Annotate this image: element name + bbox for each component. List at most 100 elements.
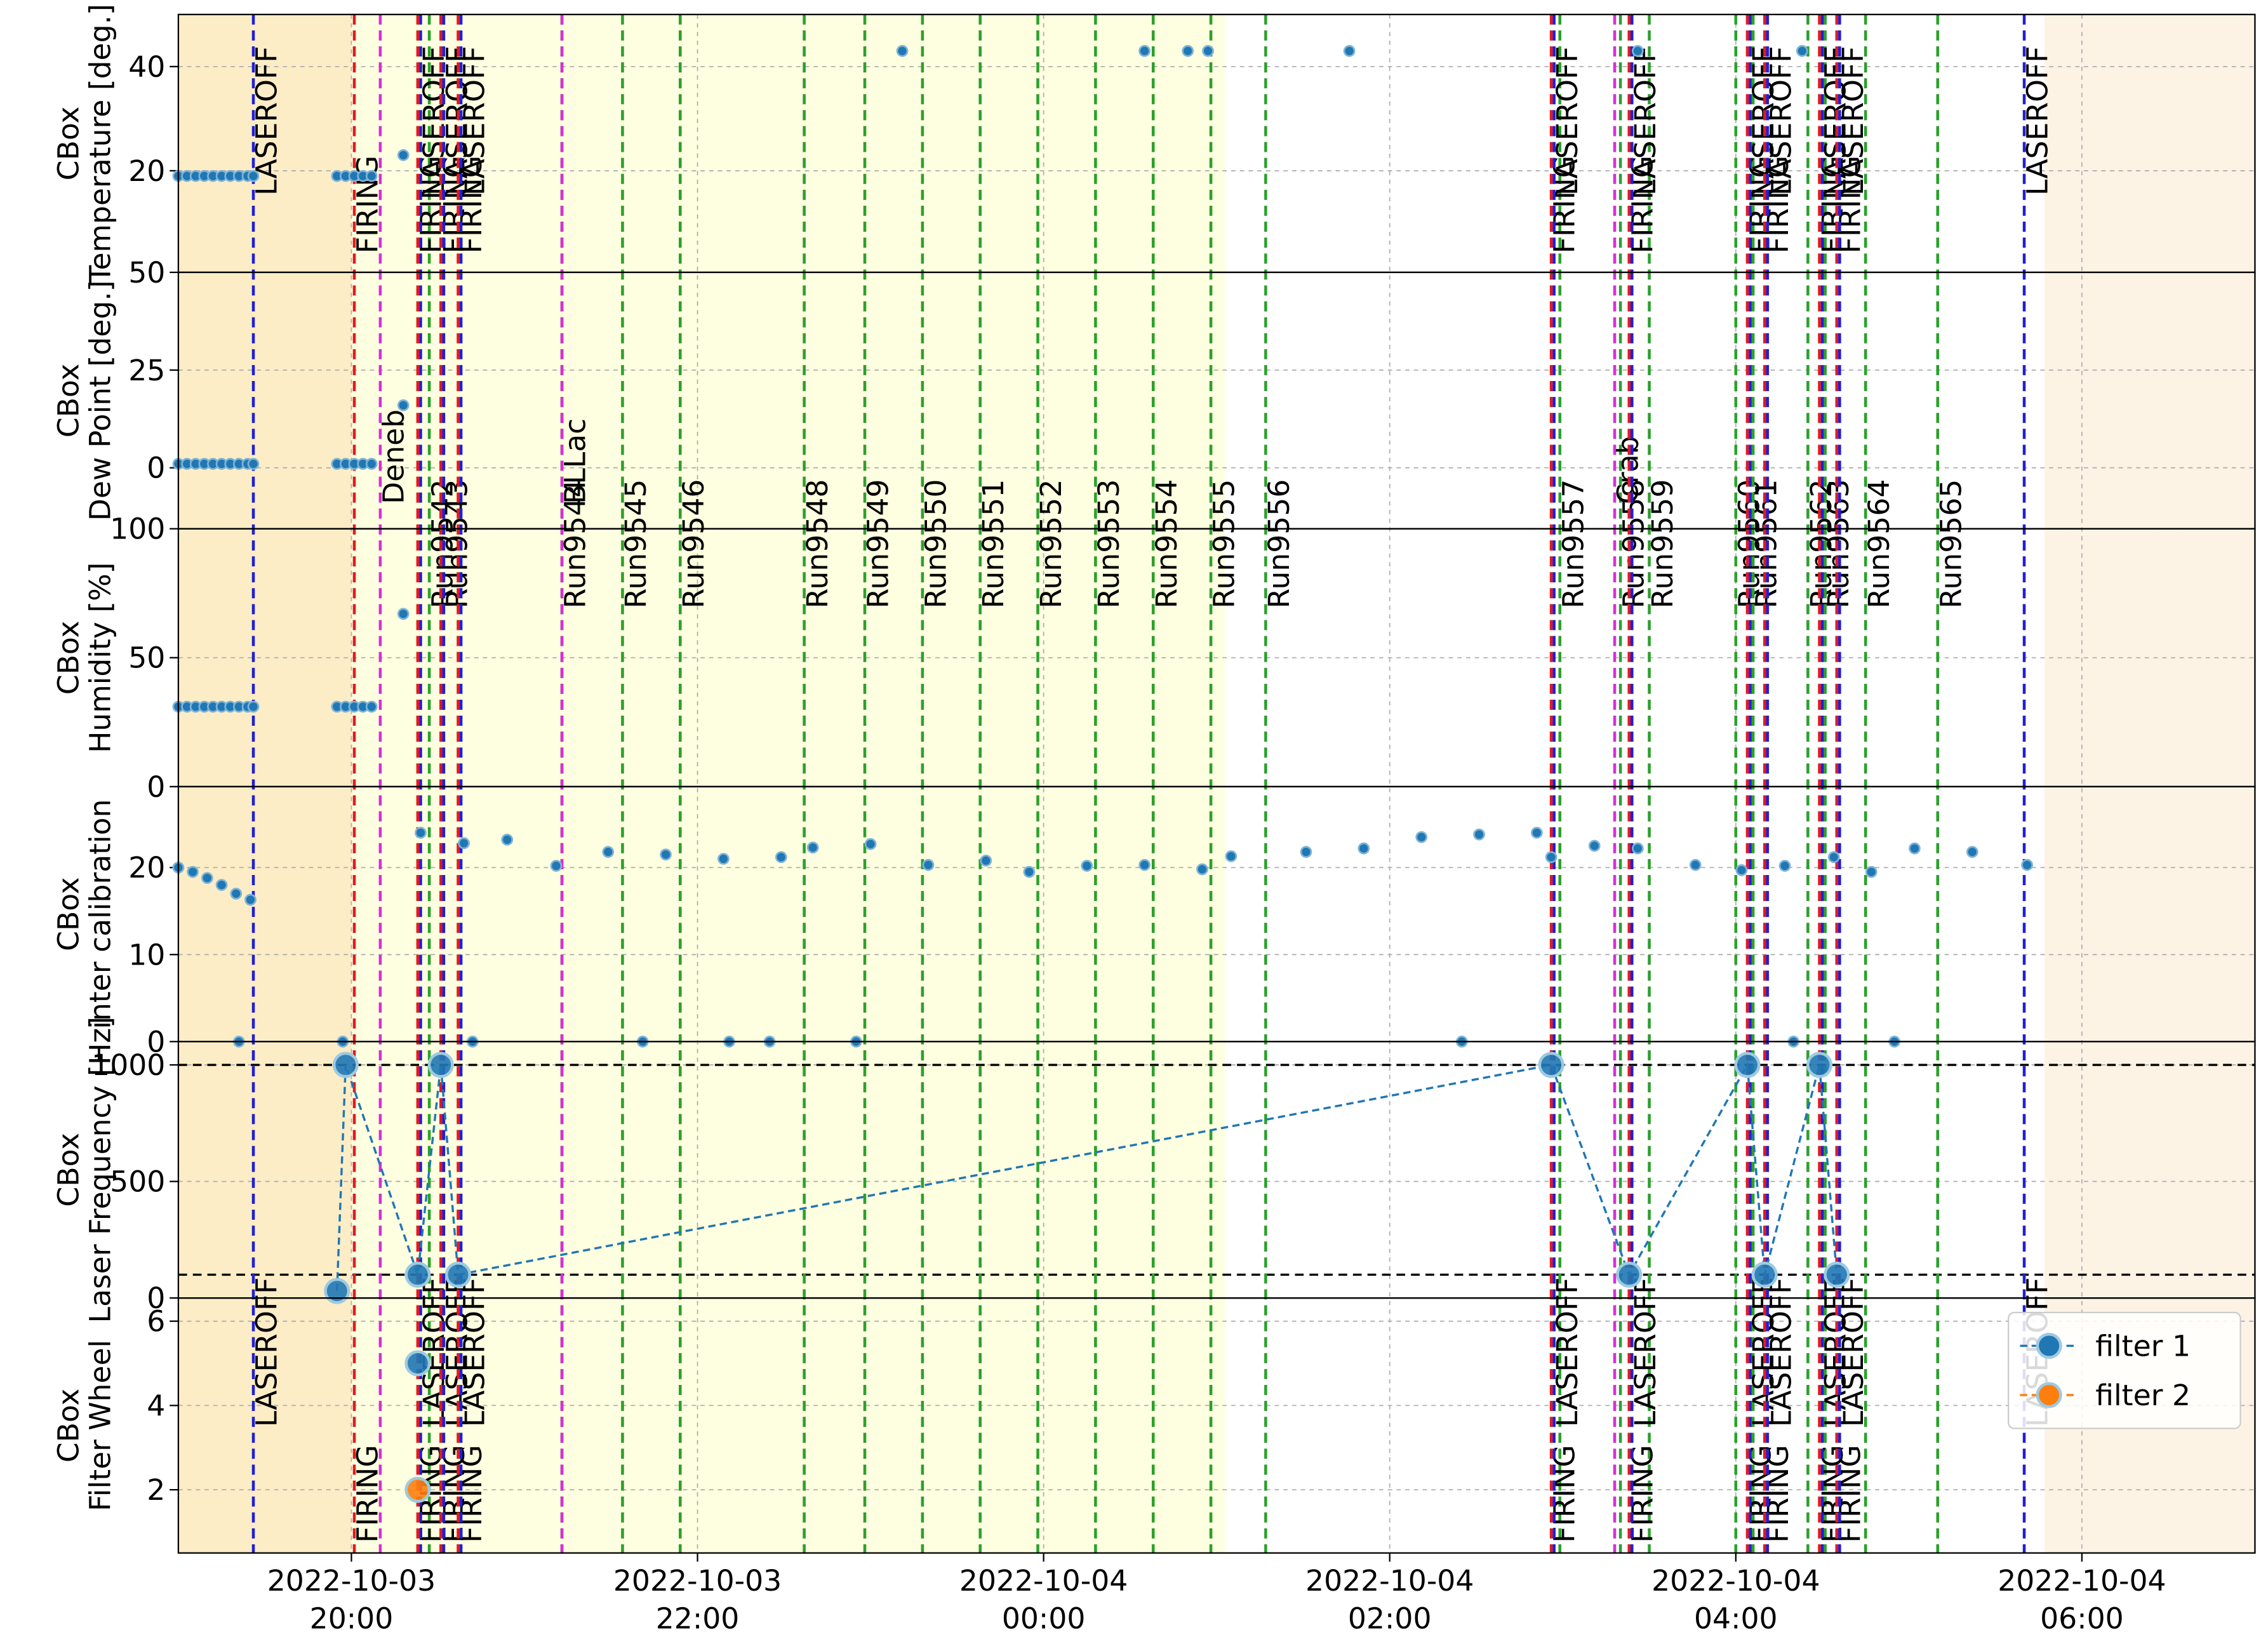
data-point [332, 1052, 359, 1078]
laser-event-label: FIRING [455, 156, 488, 253]
data-point [215, 879, 228, 892]
run-label: Run9555 [1208, 479, 1241, 609]
data-point [1357, 842, 1370, 855]
laser-event-label: LASEROFF [1551, 46, 1584, 196]
data-point [660, 848, 672, 861]
y-tick-label: 0 [147, 451, 165, 485]
data-point [1778, 860, 1791, 872]
source-label: Deneb [377, 410, 410, 504]
data-point [247, 170, 260, 182]
y-tick-label: 2 [147, 1473, 165, 1507]
data-point [1473, 828, 1485, 841]
laser-event-label: FIRING [1761, 1445, 1795, 1542]
data-point [1796, 44, 1808, 57]
run-label: Run9546 [677, 479, 710, 609]
laser-event-label: FIRING [1744, 156, 1778, 253]
data-point [427, 1052, 454, 1078]
data-point [1225, 850, 1237, 862]
data-point [404, 1476, 431, 1503]
data-point [365, 170, 378, 182]
x-tick-label: 22:00 [656, 1601, 740, 1635]
laser-event-label: FIRING [1744, 1445, 1778, 1542]
y-tick-label: 1000 [91, 1048, 165, 1082]
data-point [415, 827, 427, 839]
legend-marker [2036, 1382, 2062, 1408]
data-point [404, 1261, 431, 1288]
data-point [1616, 1261, 1643, 1288]
data-point [1202, 44, 1214, 57]
legend-label: filter 2 [2095, 1379, 2191, 1412]
source-label: BLLac [559, 418, 592, 504]
laser-event-label: FIRING [437, 156, 471, 253]
data-point [1806, 1052, 1833, 1078]
data-point [444, 1261, 472, 1288]
run-label: Run9564 [1862, 479, 1896, 609]
laser-event-label: FIRING [1833, 1445, 1867, 1542]
x-tick-label: 2022-10-04 [1651, 1564, 1820, 1598]
data-point [397, 399, 410, 411]
run-label: Run9551 [977, 479, 1010, 609]
laser-event-label: FIRING [1833, 156, 1867, 253]
data-point [1966, 846, 1978, 858]
data-point [324, 1278, 350, 1304]
x-tick-label: 2022-10-03 [267, 1564, 436, 1598]
y-tick-label: 50 [128, 641, 165, 675]
legend-label: filter 1 [2095, 1329, 2191, 1363]
data-point [2021, 859, 2033, 871]
data-point [247, 458, 260, 470]
data-point [1182, 44, 1194, 57]
data-point [1909, 842, 1921, 855]
twilight-band [2044, 14, 2255, 1553]
y-tick-label: 20 [128, 154, 165, 188]
laser-event-label: LASEROFF [458, 1278, 491, 1427]
data-point [1081, 860, 1093, 872]
run-label: Run9552 [1034, 479, 1068, 609]
x-tick-label: 20:00 [310, 1601, 394, 1635]
laser-event-label: FIRING [351, 1445, 385, 1542]
run-label: Run9556 [1262, 479, 1296, 609]
legend-box [2008, 1311, 2241, 1429]
data-point [397, 608, 410, 620]
y-axis-label: CBox [51, 1389, 85, 1463]
y-tick-label: 10 [128, 938, 165, 972]
run-label: Run9545 [619, 479, 653, 609]
laser-event-label: FIRING [437, 1445, 471, 1542]
laser-event-label: LASEROFF [1629, 46, 1662, 196]
y-axis-label: CBox [51, 363, 85, 438]
laser-event-label: FIRING [1816, 156, 1850, 253]
x-tick-label: 04:00 [1694, 1601, 1778, 1635]
y-tick-label: 4 [147, 1389, 165, 1422]
y-tick-label: 6 [147, 1305, 165, 1339]
data-point [1632, 44, 1644, 57]
data-point [1824, 1261, 1850, 1288]
run-label: Run9548 [801, 479, 834, 609]
laser-event-label: FIRING [1761, 156, 1795, 253]
laser-event-label: FIRING [1625, 156, 1659, 253]
data-point [1827, 851, 1840, 864]
data-point [864, 838, 877, 850]
data-point [187, 865, 199, 878]
x-tick-label: 2022-10-03 [613, 1564, 782, 1598]
data-point [1734, 1052, 1761, 1078]
data-point [1138, 859, 1151, 871]
data-point [397, 149, 410, 161]
data-point [230, 888, 243, 900]
data-point [1138, 44, 1151, 57]
laser-event-label: FIRING [1548, 156, 1582, 253]
y-axis-label: Humidity [%] [84, 563, 117, 753]
data-point [1751, 1261, 1778, 1288]
laser-event-label: LASEROFF [2021, 46, 2055, 196]
x-tick-label: 06:00 [2040, 1601, 2124, 1635]
data-point [550, 860, 563, 872]
data-point [896, 44, 909, 57]
data-point [201, 872, 213, 885]
data-point [980, 854, 992, 867]
y-tick-label: 100 [110, 512, 165, 546]
data-point [717, 853, 730, 865]
series-line [336, 1061, 1838, 1292]
x-tick-label: 2022-10-04 [1305, 1564, 1474, 1598]
data-point [1415, 831, 1428, 843]
laser-event-label: LASEROFF [1764, 46, 1798, 196]
y-tick-label: 50 [128, 256, 165, 290]
